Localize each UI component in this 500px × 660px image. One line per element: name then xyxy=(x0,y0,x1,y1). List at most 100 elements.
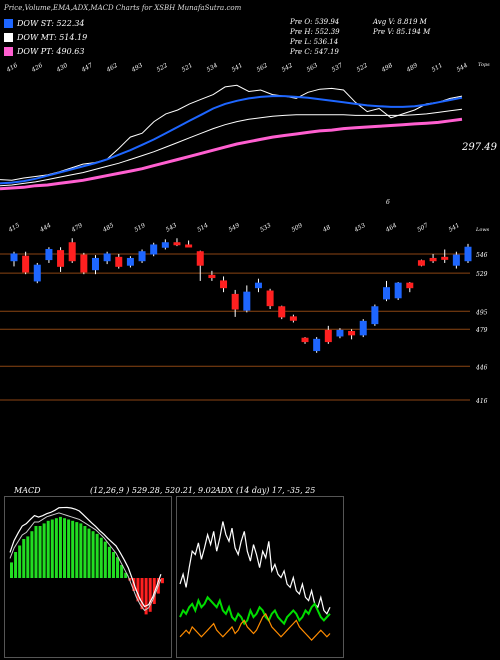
ema-series-line xyxy=(0,108,463,187)
candle-body xyxy=(126,257,134,266)
price-top-tick-label: 519 xyxy=(133,222,147,234)
candle-body xyxy=(161,242,169,248)
candle-body xyxy=(208,274,216,279)
price-top-tick-label: 48 xyxy=(321,224,332,234)
candle-body xyxy=(441,256,449,260)
macd-histogram-bar xyxy=(38,526,42,578)
macd-histogram-bar xyxy=(91,531,95,578)
chart-title: Price,Volume,EMA,ADX,MACD Charts for XSB… xyxy=(4,4,242,12)
ema-price-label: 297.49 xyxy=(461,142,498,153)
candle-body xyxy=(45,248,53,261)
macd-histogram-bar xyxy=(71,520,75,578)
macd-histogram-bar xyxy=(50,519,54,578)
quote-open: Pre O: 539.94 xyxy=(290,18,340,26)
macd-histogram-bar xyxy=(54,518,58,578)
candle-body xyxy=(150,244,158,255)
price-y-axis-label: 495 xyxy=(475,309,488,316)
candle-body xyxy=(313,338,321,352)
macd-histogram-bar xyxy=(67,519,71,578)
legend-dow-st-label: DOW ST: 522.34 xyxy=(17,19,85,28)
macd-histogram-bar xyxy=(140,578,144,610)
macd-histogram-bar xyxy=(79,523,83,578)
candle-body xyxy=(103,253,111,262)
macd-histogram-bar xyxy=(103,541,107,578)
candle-body xyxy=(406,282,414,289)
price-top-tick-label: 541 xyxy=(448,222,461,234)
macd-histogram-bar xyxy=(63,518,67,578)
candle-body xyxy=(324,329,332,343)
macd-histogram-bar xyxy=(99,537,103,578)
quote-close: Pre C: 547.19 xyxy=(290,48,339,56)
quote-high: Pre H: 552.39 xyxy=(290,28,340,36)
candle-body xyxy=(185,244,193,248)
ema-series-line xyxy=(0,117,463,191)
macd-params: (12,26,9 ) 529.28, 520.21, 9.02 xyxy=(90,486,216,495)
ema-top-tick-label: 511 xyxy=(431,62,444,74)
price-top-tick-label: 543 xyxy=(165,222,179,234)
candle-body xyxy=(336,329,344,337)
legend-dow-mt-label: DOW MT: 514.19 xyxy=(17,33,88,42)
adx-series-line xyxy=(179,521,331,615)
ema-top-tick-label: 541 xyxy=(231,62,244,74)
candle-body xyxy=(429,257,437,262)
candle-body xyxy=(243,291,251,311)
macd-label: MACD xyxy=(14,486,41,495)
legend-swatch-icon xyxy=(4,33,13,42)
price-top-tick-label: 549 xyxy=(228,222,242,234)
macd-histogram-bar xyxy=(120,565,124,578)
candle-body xyxy=(115,256,123,267)
candle-body xyxy=(394,282,402,299)
candle-body xyxy=(417,260,425,266)
macd-histogram-bar xyxy=(148,578,152,612)
price-top-tick-label: 509 xyxy=(290,222,304,234)
candle-body xyxy=(173,242,181,246)
macd-histogram-bar xyxy=(10,562,13,578)
candle-body xyxy=(33,264,41,282)
macd-histogram-bar xyxy=(42,523,46,578)
macd-histogram-bar xyxy=(144,578,148,615)
macd-histogram-bar xyxy=(160,578,164,584)
candle-body xyxy=(80,254,88,273)
candle-body xyxy=(57,250,65,267)
macd-line xyxy=(9,506,162,608)
macd-histogram-bar xyxy=(95,533,99,578)
candle-body xyxy=(359,320,367,336)
price-corner-label: Lows xyxy=(475,227,490,233)
macd-histogram-bar xyxy=(136,578,140,602)
ema-top-tick-label: 544 xyxy=(456,62,470,74)
legend-swatch-icon xyxy=(4,47,13,56)
candle-body xyxy=(91,257,99,271)
macd-histogram-bar xyxy=(107,546,111,578)
ema-top-tick-label: 542 xyxy=(281,62,295,74)
legend-dow-pt-label: DOW PT: 490.63 xyxy=(17,47,85,56)
macd-histogram-bar xyxy=(30,531,34,578)
ema-series-line xyxy=(0,95,463,185)
adx-series-line xyxy=(179,595,331,626)
candle-body xyxy=(301,337,309,343)
candle-body xyxy=(289,316,297,321)
macd-histogram-bar xyxy=(18,545,22,578)
ema-corner-label: Tops xyxy=(478,62,490,68)
candle-body xyxy=(348,330,356,336)
ema-top-tick-label: 563 xyxy=(306,62,320,74)
quote-low: Pre L: 536.14 xyxy=(290,38,339,46)
ema-top-tick-label: 537 xyxy=(331,62,345,74)
price-top-tick-label: 533 xyxy=(259,222,273,234)
price-y-axis-label: 546 xyxy=(476,252,488,259)
ema-series-line xyxy=(0,84,463,181)
macd-histogram-bar xyxy=(14,552,18,578)
macd-histogram-bar xyxy=(83,526,87,578)
quote-pre-volume: Pre V: 85.194 M xyxy=(373,28,431,36)
candle-body xyxy=(68,242,76,262)
macd-histogram-bar xyxy=(152,578,156,604)
legend-dow-pt: DOW PT: 490.63 xyxy=(4,47,84,56)
macd-histogram-bar xyxy=(116,557,120,578)
candle-body xyxy=(278,306,286,318)
legend-dow-st: DOW ST: 522.34 xyxy=(4,19,85,28)
candle-body xyxy=(266,290,274,307)
price-y-axis-label: 479 xyxy=(475,327,488,334)
candle-body xyxy=(254,282,262,289)
candle-body xyxy=(138,251,146,262)
